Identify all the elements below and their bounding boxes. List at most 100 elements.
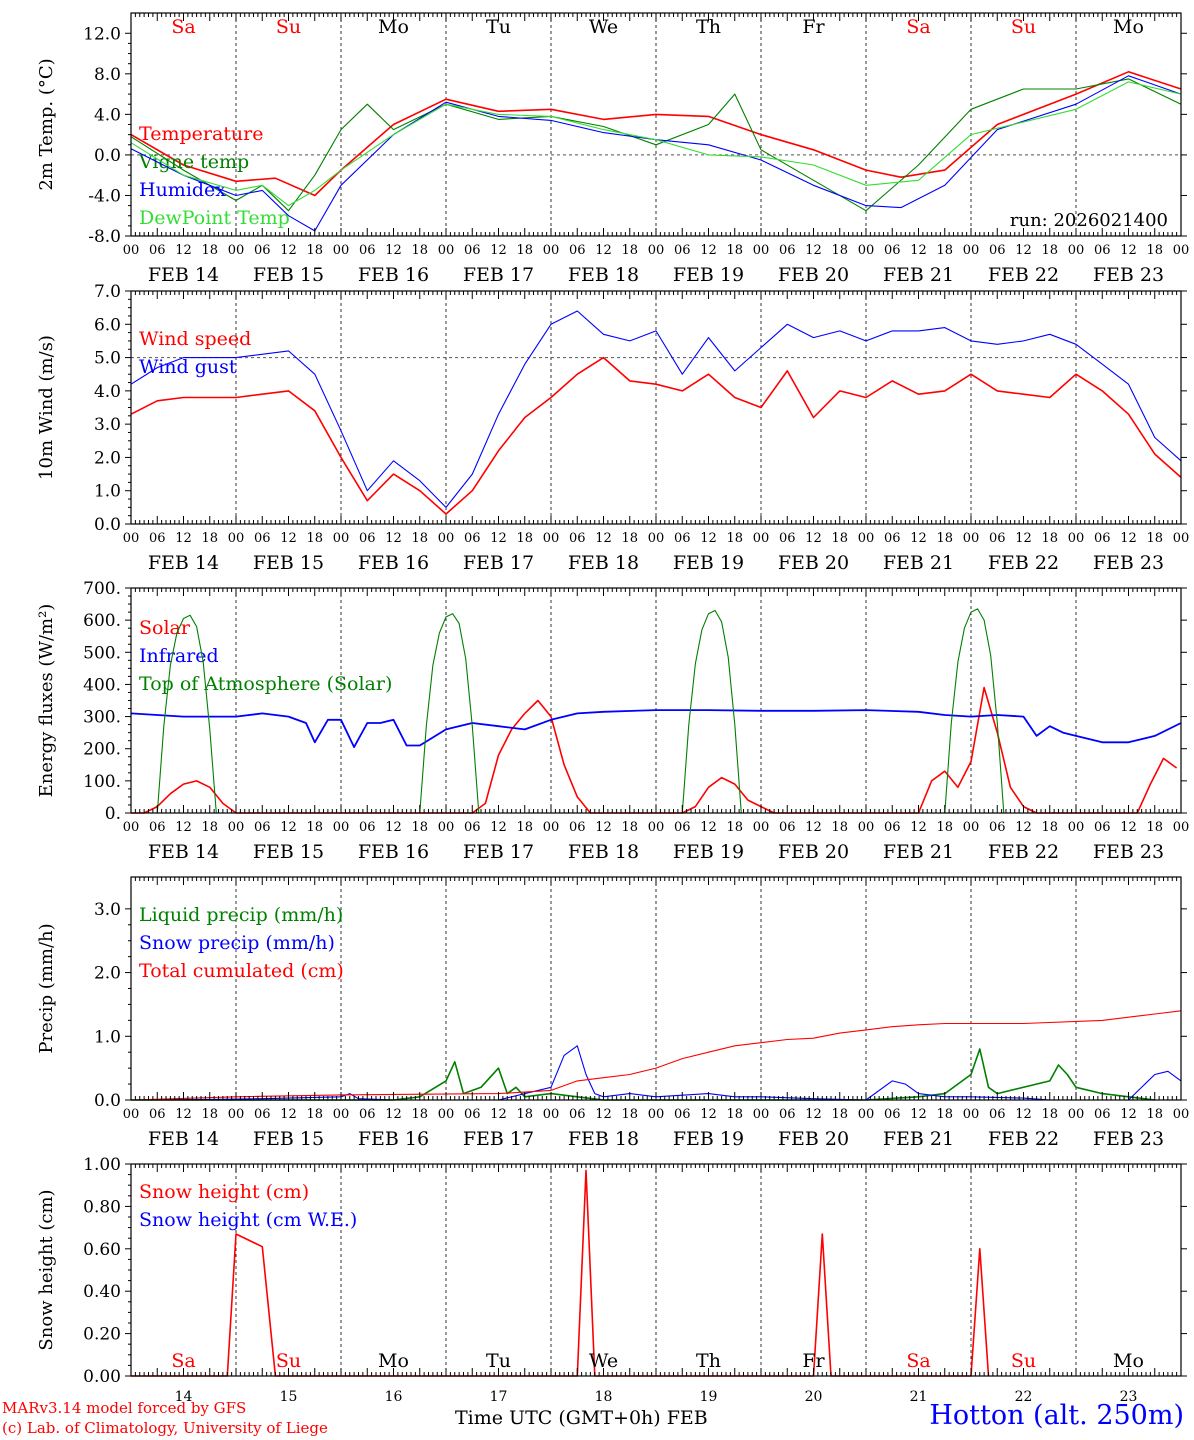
hour-label: 18: [1041, 1107, 1058, 1122]
date-label: FEB 14: [148, 264, 219, 286]
y-tick-label: -4.0: [88, 186, 121, 206]
weekday-label: Mo: [378, 1350, 409, 1372]
hour-label: 00: [648, 531, 665, 546]
hour-label: 00: [753, 243, 770, 258]
date-label: FEB 18: [568, 1128, 639, 1150]
hour-label: 00: [123, 820, 140, 835]
series-wind-gust: [130, 310, 1182, 508]
hour-label: 06: [989, 1107, 1006, 1122]
hour-label: 18: [1146, 243, 1163, 258]
hour-label: 18: [201, 243, 218, 258]
hour-label: 18: [411, 820, 428, 835]
legend-dewpoint-temp: DewPoint Temp: [139, 207, 290, 229]
hour-label: 18: [201, 820, 218, 835]
weekday-label: Mo: [1113, 16, 1144, 38]
legend-infrared: Infrared: [139, 645, 219, 667]
date-label: FEB 17: [463, 1128, 534, 1150]
hour-label: 12: [910, 531, 927, 546]
date-label: FEB 17: [463, 264, 534, 286]
hour-label: 06: [1094, 820, 1111, 835]
date-label: FEB 20: [778, 841, 849, 863]
hour-label: 06: [149, 820, 166, 835]
hour-label: 06: [884, 1107, 901, 1122]
hour-label: 12: [280, 1107, 297, 1122]
hour-label: 06: [779, 1107, 796, 1122]
hour-label: 12: [1120, 820, 1137, 835]
hour-label: 00: [1173, 243, 1190, 258]
weekday-label: Sa: [906, 16, 930, 38]
hour-label: 06: [674, 820, 691, 835]
date-label: FEB 21: [883, 552, 954, 574]
hour-label: 12: [175, 531, 192, 546]
hour-label: 00: [543, 820, 560, 835]
date-label: FEB 23: [1093, 841, 1164, 863]
date-label: FEB 21: [883, 264, 954, 286]
hour-label: 12: [595, 1107, 612, 1122]
weekday-label: We: [589, 16, 618, 38]
hour-label: 18: [831, 1107, 848, 1122]
hour-label: 06: [254, 820, 271, 835]
hour-label: 00: [123, 243, 140, 258]
hour-label: 18: [621, 243, 638, 258]
y-axis-title: Precip (mm/h): [36, 923, 57, 1053]
weekday-label: Su: [1011, 1350, 1036, 1372]
hour-label: 18: [831, 243, 848, 258]
series-infrared: [130, 709, 1182, 748]
hour-label: 00: [963, 820, 980, 835]
y-tick-label: 7.0: [94, 282, 121, 302]
date-label: FEB 16: [358, 264, 429, 286]
hour-label: 18: [936, 1107, 953, 1122]
hour-label: 18: [726, 243, 743, 258]
hour-label: 06: [884, 243, 901, 258]
hour-label: 00: [333, 243, 350, 258]
y-tick-label: 3.0: [94, 900, 121, 920]
hour-label: 12: [490, 531, 507, 546]
hour-label: 18: [1146, 1107, 1163, 1122]
hour-label: 06: [254, 243, 271, 258]
hour-label: 06: [359, 820, 376, 835]
hour-label: 06: [464, 820, 481, 835]
hour-label: 06: [569, 820, 586, 835]
hour-label: 00: [228, 531, 245, 546]
hour-label: 12: [595, 243, 612, 258]
hour-label: 12: [700, 531, 717, 546]
day-number: 21: [910, 1389, 928, 1405]
date-label: FEB 19: [673, 552, 744, 574]
hour-label: 12: [175, 243, 192, 258]
hour-label: 06: [359, 243, 376, 258]
date-label: FEB 16: [358, 841, 429, 863]
date-label: FEB 23: [1093, 264, 1164, 286]
hour-label: 18: [621, 1107, 638, 1122]
y-tick-label: 1.0: [94, 482, 121, 502]
weekday-label: Fr: [802, 1350, 825, 1372]
hour-label: 00: [438, 243, 455, 258]
day-number: 23: [1120, 1389, 1138, 1405]
hour-label: 18: [726, 1107, 743, 1122]
y-tick-label: 500.: [83, 643, 121, 663]
hour-label: 06: [884, 820, 901, 835]
hour-label: 18: [516, 1107, 533, 1122]
hour-label: 12: [700, 243, 717, 258]
date-label: FEB 21: [883, 1128, 954, 1150]
legend-snow-precip-mm-h-: Snow precip (mm/h): [139, 932, 335, 954]
panel-wind: Wind speed Wind gust 0.0 1.0 2.0 3.0 4.0 5.0 6.0…: [36, 282, 1189, 574]
hour-label: 00: [438, 820, 455, 835]
hour-label: 00: [333, 531, 350, 546]
hour-label: 12: [385, 243, 402, 258]
hour-label: 00: [753, 531, 770, 546]
date-label: FEB 15: [253, 552, 324, 574]
date-label: FEB 16: [358, 1128, 429, 1150]
plot-frame: [130, 12, 1182, 237]
y-tick-label: 0.0: [94, 515, 121, 535]
y-tick-label: 200.: [83, 740, 121, 760]
legend-humidex: Humidex: [139, 179, 226, 201]
hour-label: 12: [280, 820, 297, 835]
hour-label: 06: [884, 531, 901, 546]
hour-label: 18: [411, 531, 428, 546]
y-tick-label: 0.80: [83, 1197, 121, 1217]
hour-label: 00: [333, 1107, 350, 1122]
date-label: FEB 23: [1093, 552, 1164, 574]
plot-frame: [130, 587, 1182, 814]
series-wind-speed: [130, 356, 1182, 515]
hour-label: 06: [989, 531, 1006, 546]
